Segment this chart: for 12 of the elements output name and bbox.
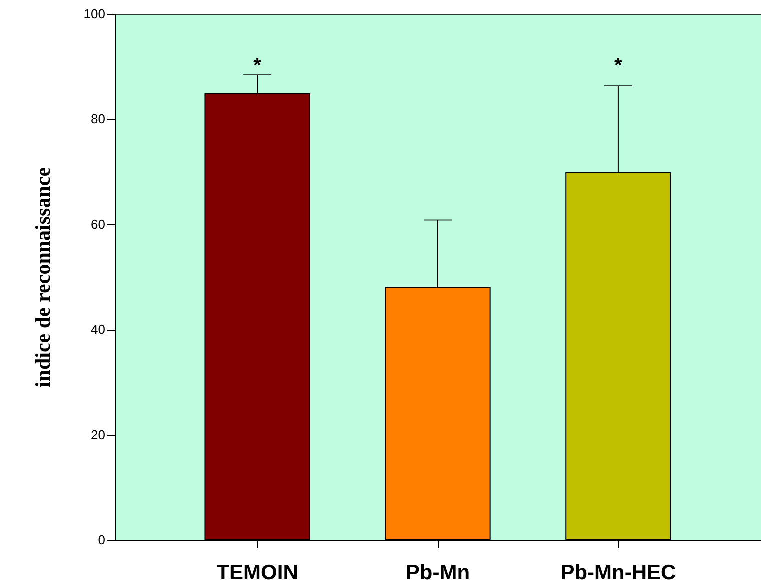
y-tick-label: 40 [91, 322, 106, 338]
x-tick-label: Pb-Mn-HEC [560, 562, 676, 584]
annotation: * [614, 55, 623, 77]
x-tick-label: Pb-Mn [406, 562, 470, 584]
y-tick-label: 80 [91, 112, 106, 127]
annotation: * [254, 55, 262, 77]
y-tick-label: 100 [84, 6, 106, 22]
y-tick-label: 60 [91, 216, 106, 232]
x-tick-label: TEMOIN [216, 562, 298, 584]
y-tick-label: 20 [91, 427, 106, 442]
y-tick-label: 0 [98, 532, 106, 548]
y-axis-title: indice de reconnaissance [30, 167, 55, 388]
